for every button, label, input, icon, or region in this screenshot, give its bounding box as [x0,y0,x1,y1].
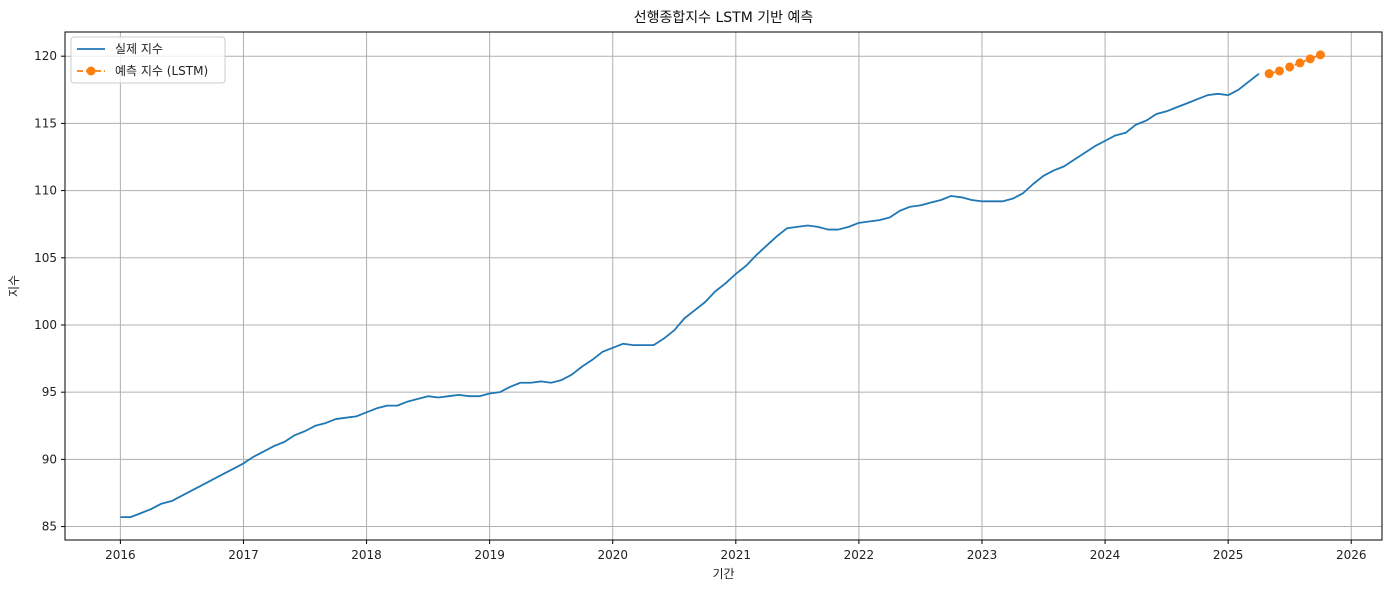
x-tick-label: 2025 [1213,548,1244,562]
x-tick-label: 2020 [597,548,628,562]
y-tick-label: 115 [34,116,57,130]
series-line-0 [120,72,1260,519]
x-tick-label: 2022 [844,548,875,562]
y-tick-label: 110 [34,184,57,198]
x-tick-label: 2016 [105,548,136,562]
y-tick-label: 120 [34,49,57,63]
forecast-point [1274,66,1284,76]
x-tick-label: 2024 [1090,548,1121,562]
y-tick-label: 100 [34,318,57,332]
forecast-point [1295,58,1305,68]
series-layer [120,50,1325,519]
legend-label-forecast: 예측 지수 (LSTM) [115,64,208,78]
legend-box [70,36,226,84]
forecast-point [1285,62,1295,72]
x-tick-label: 2026 [1336,548,1367,562]
x-tick-label: 2019 [474,548,505,562]
forecast-point [1305,54,1315,64]
y-tick-label: 85 [42,520,57,534]
y-axis-label: 지수 [7,275,21,297]
forecast-point [1315,50,1325,60]
plot-frame [64,31,1383,541]
legend-marker-forecast [86,66,96,76]
grid [65,32,1382,540]
chart-title: 선행종합지수 LSTM 기반 예측 [634,10,814,26]
x-tick-label: 2018 [351,548,382,562]
y-tick-label: 90 [42,452,57,466]
y-tick-label: 105 [34,251,57,265]
forecast-point [1264,69,1274,79]
x-tick-label: 2023 [967,548,998,562]
y-tick-label: 95 [42,385,57,399]
axis-ticks: 2016 2017 2018 2019 2020 2021 2022 2023 2024 2025… [34,49,1366,562]
x-tick-label: 2017 [228,548,259,562]
x-tick-label: 2021 [721,548,752,562]
x-axis-label: 기간 [712,567,734,581]
legend-label-actual: 실제 지수 [115,42,163,56]
legend: 실제 지수 예측 지수 (LSTM) [70,36,226,84]
